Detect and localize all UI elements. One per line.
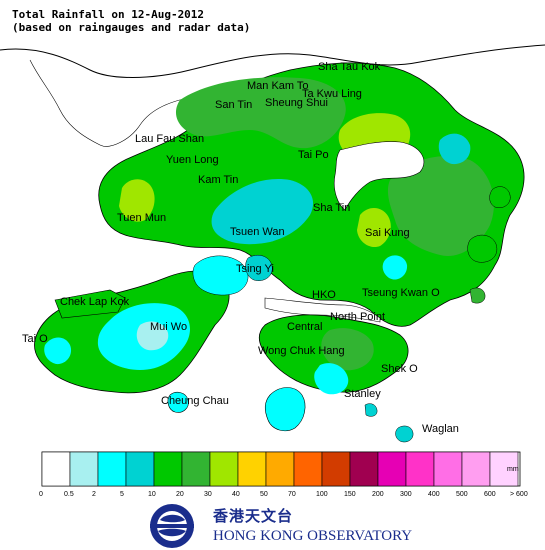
legend-tick-label: 200 <box>372 491 384 498</box>
legend-unit: mm <box>507 466 519 473</box>
legend-tick-label: 5 <box>120 491 124 498</box>
legend-tick-label: 400 <box>428 491 440 498</box>
legend-swatch <box>377 451 407 487</box>
rain-zone-20-30-hki <box>321 328 374 371</box>
place-label-mui-wo: Mui Wo <box>150 321 187 333</box>
logo-english-text: HONG KONG OBSERVATORY <box>213 528 413 544</box>
legend-tick-label: 40 <box>232 491 240 498</box>
shenzhen-coastline <box>0 44 545 78</box>
legend-tick-label: 150 <box>344 491 356 498</box>
place-label-tai-po: Tai Po <box>298 149 329 161</box>
place-label-yuen-long: Yuen Long <box>166 154 219 166</box>
logo-chinese-text: 香港天文台 <box>213 507 294 525</box>
legend-swatch <box>489 451 519 487</box>
place-label-central: Central <box>287 321 322 333</box>
place-label-hko: HKO <box>312 289 336 301</box>
place-label-shek-o: Shek O <box>381 363 418 375</box>
legend-swatch <box>405 451 435 487</box>
legend-tick-label: 30 <box>204 491 212 498</box>
rain-zone-30-40-saikung <box>357 207 391 248</box>
rain-zone-20-30 <box>175 77 346 149</box>
place-label-cheung-chau: Cheung Chau <box>161 395 229 407</box>
legend-tick-label: 2 <box>92 491 96 498</box>
place-label-wong-chuk-hang: Wong Chuk Hang <box>258 345 345 357</box>
rain-zone-5-10-lamma-e <box>382 255 408 280</box>
rain-zone-20-30-east <box>387 156 494 256</box>
legend-swatch <box>433 451 463 487</box>
victoria-harbour <box>264 297 381 323</box>
saikung-islands <box>467 234 498 263</box>
legend-swatch <box>237 451 267 487</box>
place-label-sai-kung: Sai Kung <box>365 227 410 239</box>
legend-tick-label: 600 <box>484 491 496 498</box>
chek-lap-kok-airport <box>54 289 126 319</box>
legend-swatch <box>321 451 351 487</box>
lamma-island <box>264 387 306 432</box>
place-label-ta-kwu-ling: Ta Kwu Ling <box>302 88 362 100</box>
legend-tick-label: 0.5 <box>64 491 74 498</box>
legend-swatch <box>41 451 71 487</box>
legend-swatch <box>69 451 99 487</box>
legend-tick-label: > 600 <box>510 491 528 498</box>
southern-islet-1 <box>395 425 414 443</box>
hko-logo-icon <box>140 500 204 550</box>
place-label-sha-tin: Sha Tin <box>313 202 350 214</box>
place-label-san-tin: San Tin <box>215 99 252 111</box>
legend-swatch <box>265 451 295 487</box>
map-title-line2: (based on raingauges and radar data) <box>12 21 251 34</box>
legend-swatch <box>181 451 211 487</box>
rain-zone-5-10-tsuenwan <box>211 179 314 245</box>
legend-swatch <box>209 451 239 487</box>
place-label-sheung-shui: Sheung Shui <box>265 97 328 109</box>
place-label-waglan: Waglan <box>422 423 459 435</box>
legend-tick-label: 50 <box>260 491 268 498</box>
ninepin-islands <box>469 287 486 304</box>
rain-zone-30-40-west <box>119 179 155 222</box>
legend-tick-label: 10 <box>148 491 156 498</box>
place-label-stanley: Stanley <box>344 388 381 400</box>
place-label-tuen-mun: Tuen Mun <box>117 212 166 224</box>
cheung-chau <box>167 391 189 413</box>
rain-zone-5-10-tsingyi <box>192 255 249 296</box>
legend-swatch <box>153 451 183 487</box>
rain-zone-5-10-hki-south <box>314 363 349 395</box>
legend-swatch <box>349 451 379 487</box>
map-title-line1: Total Rainfall on 12-Aug-2012 <box>12 8 205 21</box>
legend-tick-label: 0 <box>39 491 43 498</box>
legend-tick-label: 100 <box>316 491 328 498</box>
place-label-sha-tau-kok: Sha Tau Kok <box>318 61 381 73</box>
legend-tick-label: 300 <box>400 491 412 498</box>
shenzhen-bay-outline <box>29 59 201 147</box>
place-label-tsuen-wan: Tsuen Wan <box>230 226 285 238</box>
place-label-tsing-yi: Tsing Yi <box>236 263 274 275</box>
place-label-man-kam-to: Man Kam To <box>247 80 309 92</box>
legend-swatch <box>461 451 491 487</box>
east-islands <box>489 186 511 208</box>
place-label-lau-fau-shan: Lau Fau Shan <box>135 133 204 145</box>
rain-zone-2-5-lantau <box>136 321 169 351</box>
place-label-chek-lap-kok: Chek Lap Kok <box>60 296 130 308</box>
place-label-kam-tin: Kam Tin <box>198 174 238 186</box>
rain-zone-5-10-ne <box>438 133 471 165</box>
legend-swatch <box>125 451 155 487</box>
legend-swatch <box>293 451 323 487</box>
place-label-tseung-kwan-o: Tseung Kwan O <box>362 287 440 299</box>
legend-swatch <box>97 451 127 487</box>
rain-zone-5-10-lantau-w <box>44 337 72 365</box>
tolo-harbour <box>333 141 425 211</box>
legend-tick-label: 500 <box>456 491 468 498</box>
southern-islet-2 <box>364 403 378 417</box>
legend-tick-label: 20 <box>176 491 184 498</box>
tsing-yi-island <box>245 255 273 281</box>
place-label-north-point: North Point <box>330 311 385 323</box>
legend-tick-label: 70 <box>288 491 296 498</box>
place-label-tai-o: Tai O <box>22 333 48 345</box>
